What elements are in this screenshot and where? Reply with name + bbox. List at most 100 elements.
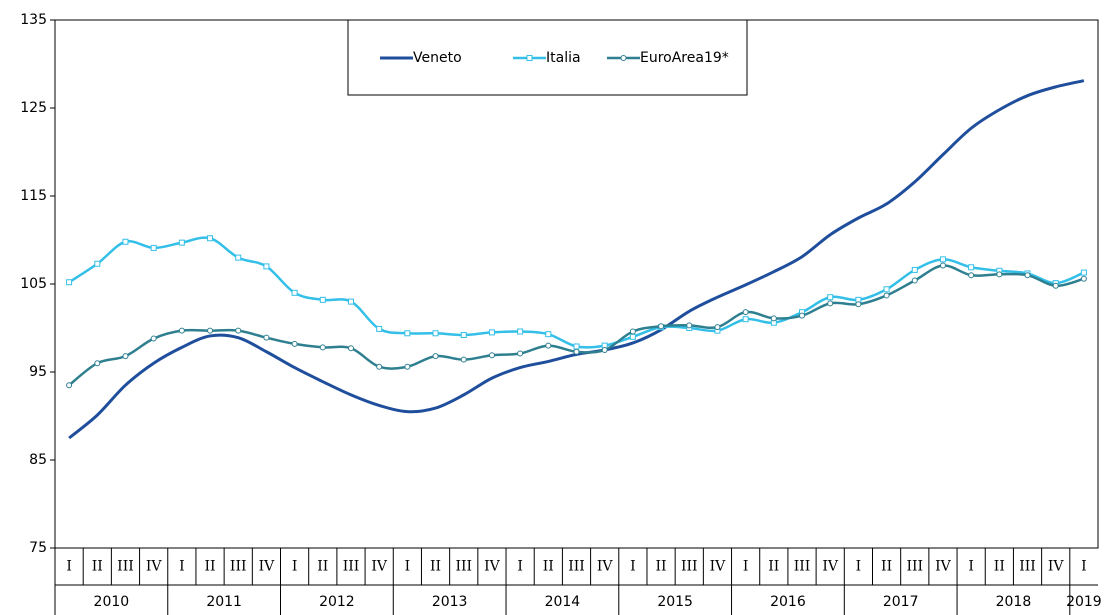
marker: [263, 334, 270, 341]
x-tick-label: IV: [484, 559, 501, 575]
y-tick-label: 75: [29, 540, 47, 556]
marker: [291, 289, 298, 296]
marker: [939, 262, 946, 269]
marker: [319, 344, 326, 351]
x-tick-label: IV: [597, 559, 614, 575]
marker: [207, 327, 214, 334]
marker: [488, 352, 495, 359]
year-label: 2018: [996, 594, 1032, 610]
marker: [376, 363, 383, 370]
marker: [235, 254, 242, 261]
year-label: 2011: [206, 594, 242, 610]
marker: [996, 271, 1003, 278]
x-tick-label: III: [455, 559, 472, 575]
x-tick-label: IV: [822, 559, 839, 575]
x-tick-label: III: [117, 559, 134, 575]
marker: [827, 294, 834, 301]
marker: [347, 298, 354, 305]
marker: [911, 266, 918, 273]
x-tick-label: II: [768, 559, 779, 575]
marker: [263, 263, 270, 270]
marker: [122, 238, 129, 245]
marker: [94, 260, 101, 267]
marker: [686, 322, 693, 329]
x-tick-label: II: [92, 559, 103, 575]
marker: [968, 264, 975, 271]
marker: [573, 348, 580, 355]
marker: [620, 55, 627, 61]
marker: [460, 356, 467, 363]
marker: [629, 333, 636, 340]
legend-box: [347, 19, 748, 96]
marker: [178, 239, 185, 246]
marker: [883, 292, 890, 299]
legend-label: EuroArea19*: [640, 50, 729, 66]
y-tick-label: 85: [29, 452, 47, 468]
legend-label: Italia: [546, 50, 581, 66]
x-tick-label: I: [630, 559, 636, 575]
marker: [517, 350, 524, 357]
marker: [517, 328, 524, 335]
marker: [319, 296, 326, 303]
marker: [1080, 269, 1087, 276]
x-tick-label: I: [405, 559, 411, 575]
y-tick-label: 115: [20, 188, 47, 204]
x-tick-label: III: [906, 559, 923, 575]
year-label: 2012: [319, 594, 355, 610]
plot-area: [54, 19, 1099, 549]
marker: [404, 363, 411, 370]
marker: [827, 300, 834, 307]
y-tick-label: 105: [20, 276, 47, 292]
legend-label: Veneto: [413, 50, 462, 66]
marker: [291, 340, 298, 347]
x-tick-label: II: [430, 559, 441, 575]
marker: [526, 55, 533, 61]
x-tick-label: I: [517, 559, 523, 575]
x-tick-label: III: [568, 559, 585, 575]
marker: [742, 316, 749, 323]
x-tick-label: I: [968, 559, 974, 575]
marker: [150, 335, 157, 342]
marker: [376, 325, 383, 332]
marker: [94, 360, 101, 367]
x-tick-label: IV: [710, 559, 727, 575]
x-tick-label: IV: [935, 559, 952, 575]
marker: [347, 345, 354, 352]
marker: [742, 309, 749, 316]
x-tick-label: II: [994, 559, 1005, 575]
year-label: 2010: [94, 594, 130, 610]
marker: [432, 330, 439, 337]
marker: [968, 272, 975, 279]
x-tick-label: IV: [146, 559, 163, 575]
marker: [545, 331, 552, 338]
x-tick-label: III: [1019, 559, 1036, 575]
marker: [488, 329, 495, 336]
marker: [770, 315, 777, 322]
marker: [207, 235, 214, 242]
marker: [573, 343, 580, 350]
marker: [235, 327, 242, 334]
marker: [460, 332, 467, 339]
x-tick-label: I: [179, 559, 185, 575]
x-tick-label: I: [292, 559, 298, 575]
marker: [1024, 272, 1031, 279]
marker: [601, 347, 608, 353]
year-label: 2019: [1066, 594, 1102, 610]
marker: [150, 244, 157, 251]
x-tick-label: IV: [259, 559, 276, 575]
marker: [66, 279, 73, 286]
year-label: 2014: [545, 594, 581, 610]
marker: [1080, 275, 1087, 282]
x-tick-label: I: [743, 559, 749, 575]
x-tick-label: I: [1081, 559, 1087, 575]
x-tick-label: II: [317, 559, 328, 575]
x-tick-label: III: [681, 559, 698, 575]
x-tick-label: II: [543, 559, 554, 575]
x-tick-label: II: [656, 559, 667, 575]
x-tick-label: II: [881, 559, 892, 575]
y-tick-label: 95: [29, 364, 47, 380]
marker: [658, 323, 665, 330]
x-tick-label: II: [205, 559, 216, 575]
marker: [883, 286, 890, 293]
